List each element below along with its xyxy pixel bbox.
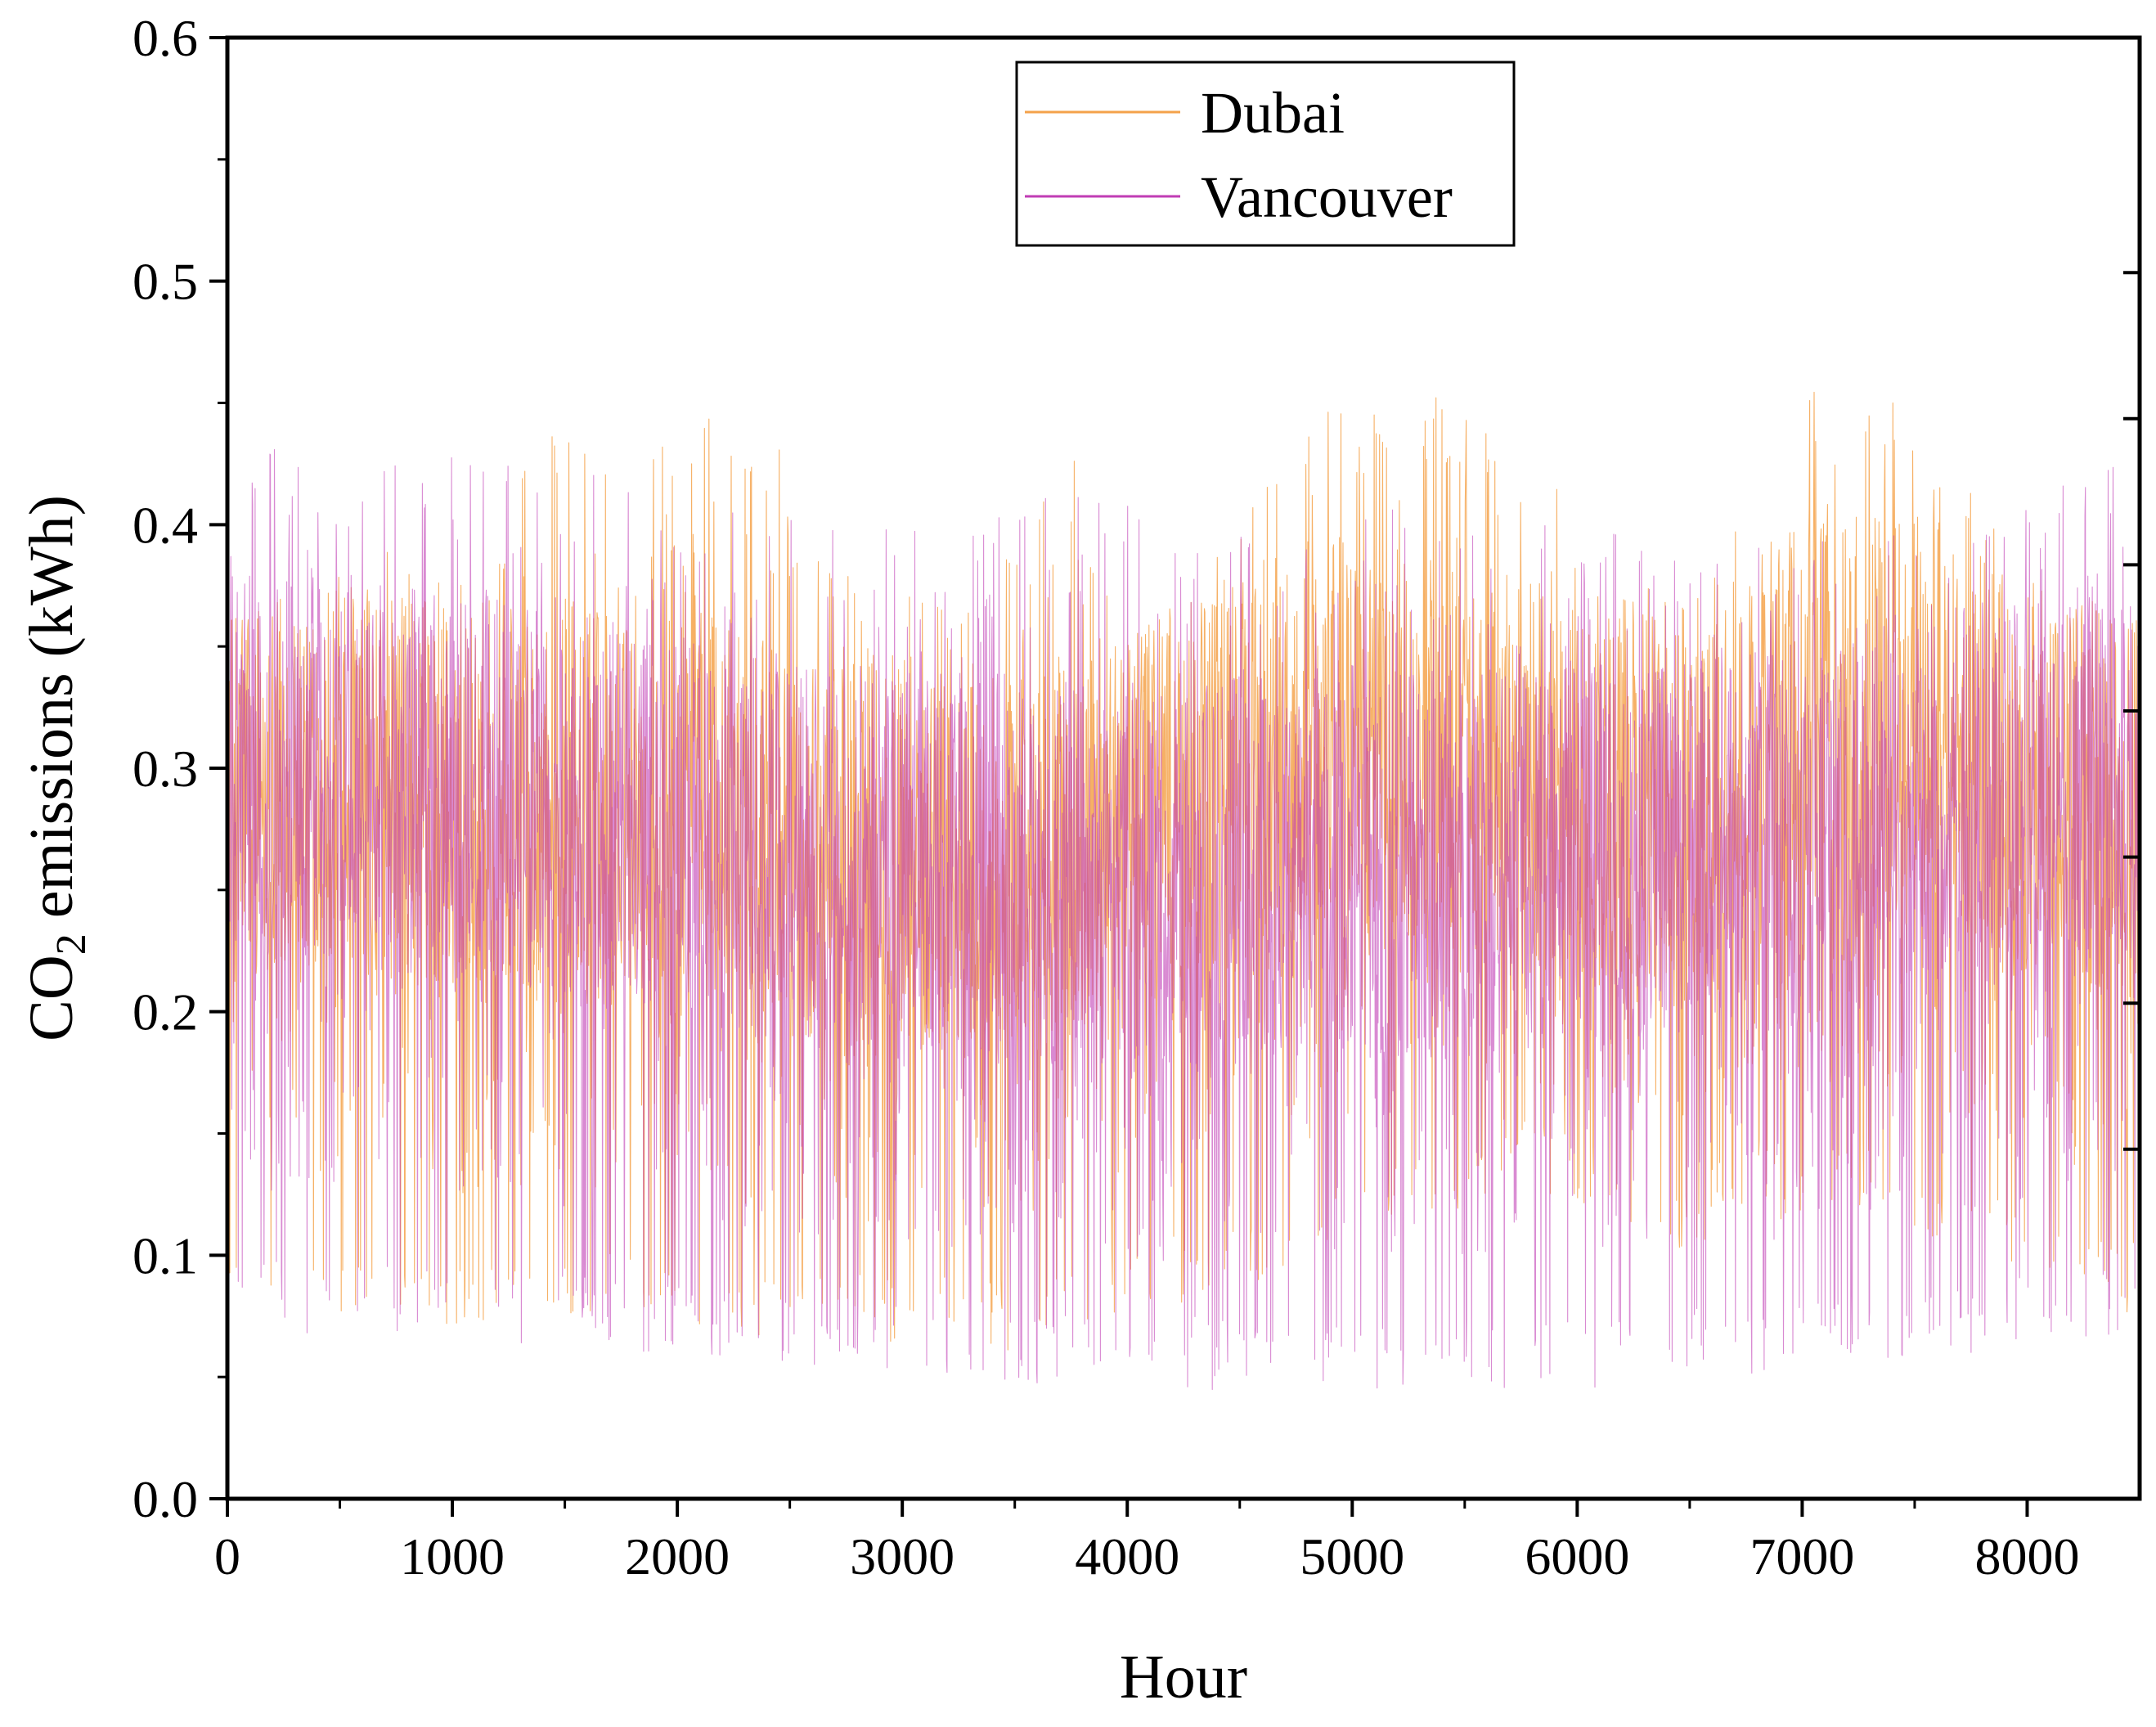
legend-label-vancouver: Vancouver <box>1201 164 1453 230</box>
series-line-vancouver <box>227 448 2140 1391</box>
x-tick-label: 3000 <box>850 1527 954 1585</box>
y-axis-title: CO2 emissions (kWh) <box>17 495 95 1041</box>
y-tick-label: 0.4 <box>133 496 198 554</box>
legend-label-dubai: Dubai <box>1201 80 1345 146</box>
x-tick-label: 0 <box>214 1527 240 1585</box>
legend: Dubai Vancouver <box>1015 61 1516 247</box>
x-tick-label: 1000 <box>400 1527 505 1585</box>
y-tick-label: 0.1 <box>133 1226 198 1284</box>
x-tick-label: 5000 <box>1300 1527 1404 1585</box>
y-tick-label: 0.5 <box>133 253 198 311</box>
tick-layer: 0 1000 2000 3000 4000 5000 6000 7000 8000 0.0 0.1 0… <box>133 9 2140 1585</box>
y-tick-label: 0.3 <box>133 740 198 798</box>
x-tick-label: 2000 <box>625 1527 730 1585</box>
x-axis-title: Hour <box>1120 1643 1247 1711</box>
x-tick-label: 7000 <box>1750 1527 1854 1585</box>
y-axis-title-subscript: 2 <box>48 933 95 955</box>
series-layer <box>227 391 2140 1391</box>
x-tick-label: 6000 <box>1525 1527 1629 1585</box>
y-tick-label: 0.6 <box>133 9 198 67</box>
y-tick-label: 0.0 <box>133 1470 198 1528</box>
y-axis-title-rest: emissions (kWh) <box>17 495 86 933</box>
legend-box <box>1015 61 1516 247</box>
y-tick-label: 0.2 <box>133 983 198 1041</box>
x-tick-label: 8000 <box>1974 1527 2079 1585</box>
x-tick-label: 4000 <box>1075 1527 1179 1585</box>
y-axis-title-main: CO <box>17 955 86 1041</box>
